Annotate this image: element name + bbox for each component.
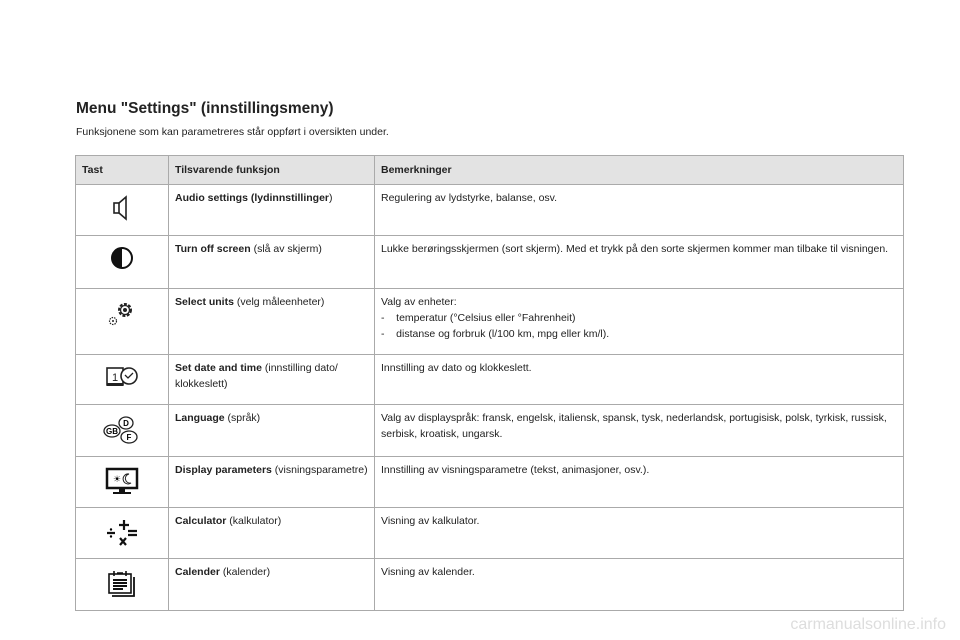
table-row: Audio settings (lydinnstillinger) Regule… — [75, 184, 904, 236]
function-translation: (språk) — [224, 412, 261, 424]
function-cell: Calculator (kalkulator) — [168, 507, 375, 559]
function-name: Set date and time — [175, 362, 262, 374]
function-name: Select units — [175, 296, 234, 308]
key-cell: GB D F — [75, 404, 169, 457]
header-funksjon: Tilsvarende funksjon — [168, 155, 375, 185]
svg-text:D: D — [123, 419, 129, 428]
remarks-cell: Valg av enheter: - temperatur (°Celsius e… — [374, 288, 904, 355]
key-cell: 1 — [75, 354, 169, 405]
key-cell — [75, 184, 169, 236]
svg-text:1: 1 — [112, 372, 118, 384]
function-cell: Display parameters (visningsparametre) — [168, 456, 375, 508]
table-row: Select units (velg måleenheter) Valg av … — [75, 288, 904, 355]
function-translation: (kalkulator) — [226, 515, 282, 527]
key-cell — [75, 288, 169, 355]
remark-line: Visning av kalender. — [381, 566, 475, 578]
svg-text:GB: GB — [106, 427, 118, 436]
svg-text:☀: ☀ — [113, 474, 121, 484]
remark-line: Visning av kalkulator. — [381, 515, 480, 527]
speaker-icon — [111, 195, 133, 224]
remark-line: Innstilling av dato og klokkeslett. — [381, 362, 532, 374]
date-time-icon: 1 — [105, 367, 139, 392]
function-translation: (kalender) — [219, 566, 271, 578]
header-tast: Tast — [75, 155, 169, 185]
key-cell — [75, 558, 169, 611]
remarks-cell: Visning av kalender. — [374, 558, 904, 611]
function-cell: Turn off screen (slå av skjerm) — [168, 235, 375, 289]
table-row: 1 Set date and time (innstilling dato/ k… — [75, 354, 904, 405]
table-row: Calender (kalender) Visning av kalender. — [75, 558, 904, 611]
function-translation: (velg måleenheter) — [233, 296, 325, 308]
function-name: Calender — [175, 566, 220, 578]
calendar-icon — [106, 571, 138, 602]
function-name: Turn off screen — [175, 243, 251, 255]
function-translation: (slå av skjerm) — [250, 243, 322, 255]
calculator-icon — [105, 520, 139, 551]
svg-text:F: F — [127, 433, 132, 442]
function-cell: Set date and time (innstilling dato/ klo… — [168, 354, 375, 405]
remark-line: Innstilling av visningsparametre (tekst,… — [381, 464, 650, 476]
header-bemerkninger: Bemerkninger — [374, 155, 904, 185]
remark-line: - distanse og forbruk (l/100 km, mpg ell… — [381, 328, 610, 340]
half-circle-icon — [110, 247, 134, 273]
table-row: Turn off screen (slå av skjerm) Lukke be… — [75, 235, 904, 289]
settings-table: Tast Tilsvarende funksjon Bemerkninger A… — [75, 155, 904, 611]
function-cell: Audio settings (lydinnstillinger) — [168, 184, 375, 236]
key-cell: ☀ — [75, 456, 169, 508]
remarks-cell: Lukke berøringsskjermen (sort skjerm). M… — [374, 235, 904, 289]
remarks-cell: Valg av displayspråk: fransk, engelsk, i… — [374, 404, 904, 457]
function-name: Audio settings (lydinnstillinger — [175, 192, 330, 204]
function-translation: (innstilling dato/ klokkeslett) — [175, 362, 338, 390]
table-row: GB D F Language (språk) Valg av displayspr… — [75, 404, 904, 457]
function-cell: Select units (velg måleenheter) — [168, 288, 375, 355]
function-name: Calculator — [175, 515, 227, 527]
function-translation: ) — [329, 192, 333, 204]
function-name: Language — [175, 412, 225, 424]
function-translation: (visningsparametre) — [271, 464, 368, 476]
function-cell: Calender (kalender) — [168, 558, 375, 611]
table-row: ☀ Display parameters (visningsparametre)… — [75, 456, 904, 508]
function-name: Display parameters — [175, 464, 272, 476]
remark-line: - temperatur (°Celsius eller °Fahrenheit… — [381, 312, 576, 324]
remarks-cell: Regulering av lydstyrke, balanse, osv. — [374, 184, 904, 236]
remark-line: Valg av enheter: — [381, 296, 457, 308]
table-header: Tast Tilsvarende funksjon Bemerkninger — [75, 155, 904, 185]
remarks-cell: Visning av kalkulator. — [374, 507, 904, 559]
remark-line: Lukke berøringsskjermen (sort skjerm). M… — [381, 243, 889, 255]
table-row: Calculator (kalkulator) Visning av kalku… — [75, 507, 904, 559]
gears-icon — [107, 303, 137, 332]
intro-text: Funksjonene som kan parametreres står op… — [76, 126, 389, 138]
watermark: carmanualsonline.info — [790, 616, 946, 633]
remarks-cell: Innstilling av dato og klokkeslett. — [374, 354, 904, 405]
key-cell — [75, 507, 169, 559]
remark-line: Regulering av lydstyrke, balanse, osv. — [381, 192, 558, 204]
remark-line: Valg av displayspråk: fransk, engelsk, i… — [381, 412, 887, 440]
language-icon: GB D F — [102, 416, 142, 448]
page-title: Menu "Settings" (innstillingsmeny) — [76, 100, 334, 117]
remarks-cell: Innstilling av visningsparametre (tekst,… — [374, 456, 904, 508]
function-cell: Language (språk) — [168, 404, 375, 457]
key-cell — [75, 235, 169, 289]
display-icon: ☀ — [105, 467, 139, 498]
